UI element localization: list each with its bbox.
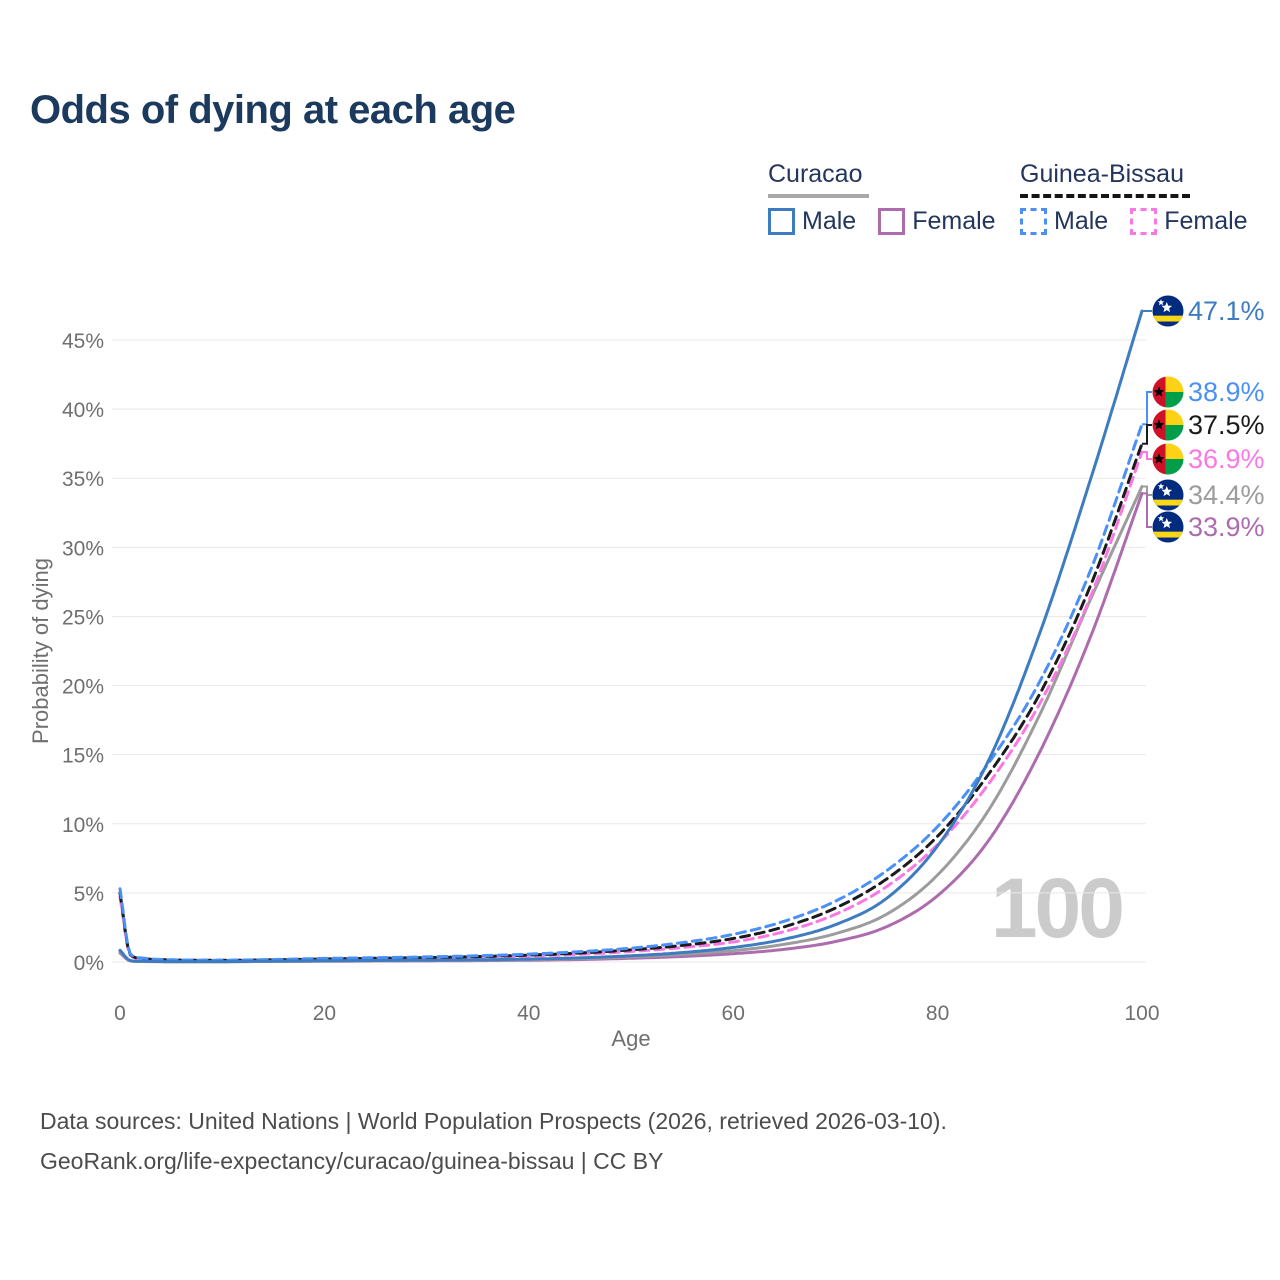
- series-line-curacao-female[interactable]: [118, 491, 1144, 964]
- end-label-connector: [1142, 492, 1152, 528]
- y-tick-label: 40%: [62, 399, 104, 422]
- legend-item-gb-female[interactable]: Female: [1130, 207, 1248, 236]
- x-tick-label: 0: [114, 1002, 126, 1025]
- curacao-flag-icon: [1152, 295, 1184, 327]
- y-axis-title: Probability of dying: [28, 558, 53, 744]
- legend-item-label: Female: [1164, 207, 1248, 235]
- series-line-curacao-both-sexes[interactable]: [118, 485, 1144, 964]
- end-label-connector: [1142, 485, 1152, 496]
- y-tick-label: 0%: [74, 952, 104, 975]
- curacao-male-swatch-icon: [768, 208, 795, 235]
- y-tick-label: 35%: [62, 468, 104, 491]
- x-tick-label: 20: [313, 1002, 336, 1025]
- legend-country-curacao[interactable]: Curacao: [768, 160, 869, 198]
- gb-male-swatch-icon: [1020, 208, 1047, 235]
- age-counter-watermark: 100: [990, 861, 1125, 955]
- legend-country-guinea-bissau[interactable]: Guinea-Bissau: [1020, 160, 1190, 198]
- end-value-label-guinea-bissau-male: 38.9%: [1188, 377, 1265, 407]
- x-tick-label: 100: [1124, 1002, 1159, 1025]
- footer-data-sources: Data sources: United Nations | World Pop…: [40, 1108, 947, 1134]
- legend-group-curacao: Curacao Male Female: [768, 160, 996, 236]
- gb-female-swatch-icon: [1130, 208, 1158, 235]
- footer-attribution-link[interactable]: GeoRank.org/life-expectancy/curacao/guin…: [40, 1148, 664, 1174]
- y-tick-label: 20%: [62, 676, 104, 699]
- legend-row-curacao: Male Female: [768, 207, 996, 236]
- legend-item-gb-male[interactable]: Male: [1020, 207, 1108, 236]
- x-tick-label: 80: [926, 1002, 949, 1025]
- curacao-female-swatch-icon: [878, 208, 906, 235]
- x-tick-label: 40: [517, 1002, 540, 1025]
- legend-row-guinea-bissau: Male Female: [1020, 207, 1248, 236]
- curacao-flag-icon: [1152, 479, 1184, 511]
- series-line-guinea-bissau-male[interactable]: [118, 422, 1144, 962]
- x-tick-label: 60: [722, 1002, 745, 1025]
- end-value-label-curacao-male: 47.1%: [1188, 296, 1265, 326]
- y-tick-label: 25%: [62, 606, 104, 629]
- legend-item-curacao-female[interactable]: Female: [878, 207, 996, 236]
- chart-title: Odds of dying at each age: [30, 88, 516, 132]
- guinea-bissau-flag-icon: [1152, 376, 1184, 408]
- series-line-guinea-bissau-female[interactable]: [118, 450, 1144, 962]
- end-value-label-guinea-bissau-female: 36.9%: [1188, 444, 1265, 474]
- y-tick-label: 30%: [62, 537, 104, 560]
- legend-item-curacao-male[interactable]: Male: [768, 207, 856, 236]
- y-tick-label: 45%: [62, 330, 104, 353]
- series-line-guinea-bissau-both-sexes[interactable]: [118, 442, 1144, 962]
- legend-item-label: Male: [802, 207, 857, 235]
- chart-svg: 0% 5% 10% 15% 20% 25% 30% 35% 40% 45% 0 20 40 60 80 100…: [28, 295, 1265, 1051]
- end-label-connector: [1142, 391, 1152, 426]
- y-tick-label: 10%: [62, 814, 104, 837]
- guinea-bissau-flag-icon: [1152, 409, 1184, 441]
- end-value-label-guinea-bissau-both-sexes: 37.5%: [1188, 410, 1265, 440]
- legend-item-label: Female: [912, 207, 996, 235]
- x-axis-title: Age: [611, 1026, 650, 1051]
- guinea-bissau-flag-icon: [1152, 443, 1184, 475]
- end-label-connector: [1142, 424, 1152, 445]
- curacao-flag-icon: [1152, 511, 1184, 543]
- y-tick-label: 15%: [62, 745, 104, 768]
- legend-item-label: Male: [1054, 207, 1109, 235]
- end-label-connector: [1142, 451, 1152, 460]
- y-tick-label: 5%: [74, 883, 104, 906]
- end-value-label-curacao-both-sexes: 34.4%: [1188, 480, 1265, 510]
- legend-group-guinea-bissau: Guinea-Bissau Male Female: [1020, 160, 1248, 236]
- series-line-curacao-male[interactable]: [118, 309, 1144, 964]
- end-value-label-curacao-female: 33.9%: [1188, 512, 1265, 542]
